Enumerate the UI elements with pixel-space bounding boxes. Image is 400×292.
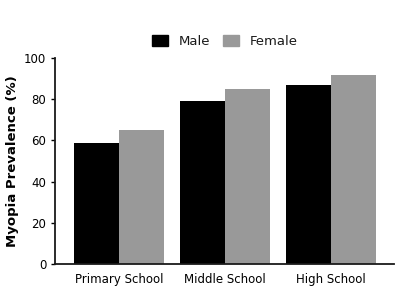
Bar bbox=[180, 101, 225, 264]
Bar bbox=[331, 75, 376, 264]
Bar bbox=[225, 89, 270, 264]
Bar bbox=[119, 130, 164, 264]
Legend: Male, Female: Male, Female bbox=[150, 32, 300, 50]
Bar bbox=[286, 85, 331, 264]
Y-axis label: Myopia Prevalence (%): Myopia Prevalence (%) bbox=[6, 75, 18, 247]
Bar bbox=[74, 142, 119, 264]
